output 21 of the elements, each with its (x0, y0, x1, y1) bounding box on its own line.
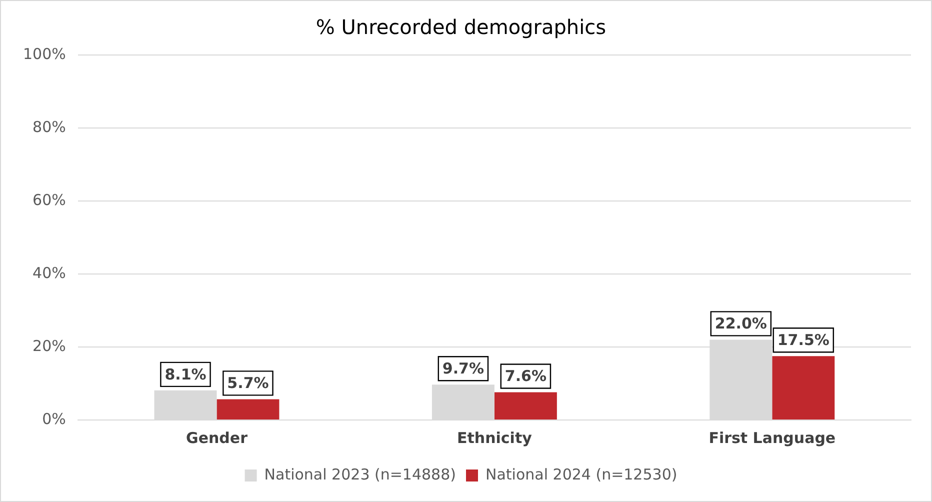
data-label: 7.6% (504, 367, 546, 386)
y-tick-label: 60% (32, 190, 66, 209)
data-label: 17.5% (777, 331, 830, 350)
x-tick-label: Ethnicity (456, 428, 532, 447)
data-label: 22.0% (714, 314, 767, 333)
y-tick-label: 0% (42, 410, 66, 428)
data-label: 5.7% (227, 374, 269, 392)
y-tick-label: 100% (22, 44, 66, 63)
legend-label: National 2024 (n=12530) (486, 465, 678, 484)
bar (772, 356, 835, 420)
x-tick-label: First Language (708, 428, 836, 447)
y-tick-label: 40% (32, 264, 66, 282)
legend-label: National 2023 (n=14888) (264, 465, 456, 484)
x-tick-label: Gender (186, 428, 248, 447)
y-tick-label: 80% (32, 118, 66, 136)
data-label: 9.7% (442, 359, 484, 378)
y-tick-label: 20% (32, 336, 66, 355)
chart-title: % Unrecorded demographics (316, 15, 606, 40)
data-label: 8.1% (164, 365, 206, 384)
bar (216, 399, 280, 420)
bar (494, 392, 557, 420)
